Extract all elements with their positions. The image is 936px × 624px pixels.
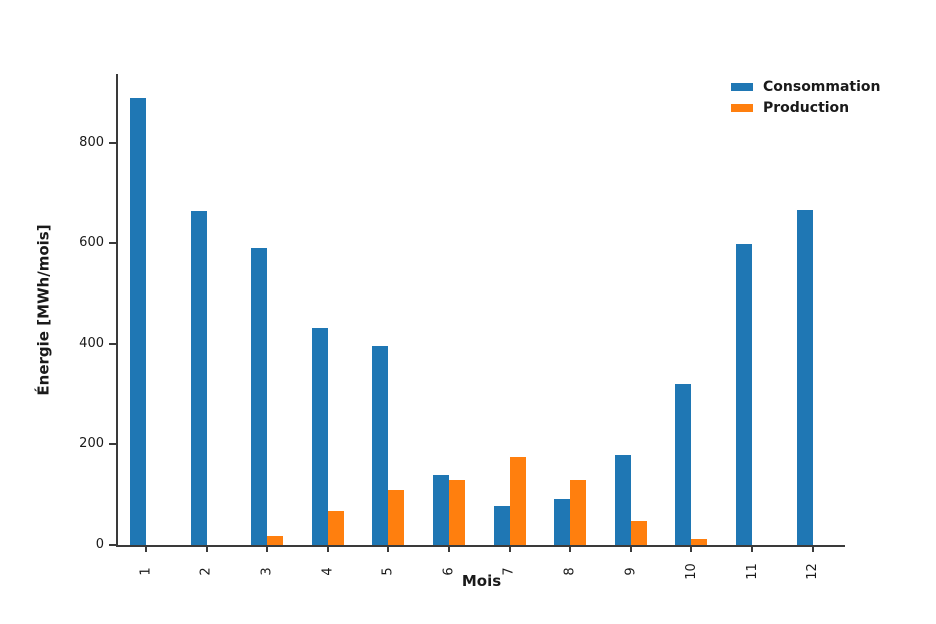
x-tick-label: 5 [372,556,404,590]
y-axis-spine [116,74,118,547]
x-tick-label-text: 2 [199,567,215,576]
x-tick-label-text: 10 [683,563,699,580]
x-tick-mark [629,547,632,552]
legend-label-consommation: Consommation [763,79,881,95]
x-axis-label: Mois [461,572,502,590]
bar-consommation-3 [251,248,268,545]
x-tick-label: 4 [312,556,344,590]
bar-consommation-7 [493,505,510,545]
x-tick-label: 6 [433,556,465,590]
bar-production-10 [691,538,708,545]
legend-swatch-production [731,104,753,112]
bar-consommation-10 [675,384,692,545]
y-tick-mark [109,544,116,546]
x-tick-mark [811,547,814,552]
legend: Consommation Production [731,79,881,121]
bar-production-7 [509,457,526,545]
x-tick-label: 12 [797,556,829,590]
x-tick-label: 1 [130,556,162,590]
x-axis-spine [116,545,845,547]
x-tick-label-text: 9 [623,567,639,576]
x-tick-label-text: 5 [380,567,396,576]
x-tick-mark [266,547,269,552]
bar-consommation-9 [614,454,631,545]
y-tick-label: 200 [79,436,104,452]
x-tick-label: 7 [494,556,526,590]
bar-consommation-11 [736,244,752,545]
y-axis-label: Énergie [MWh/mois] [26,74,62,545]
legend-entry-consommation: Consommation [731,79,881,95]
x-tick-label-text: 4 [320,567,336,576]
x-tick-label: 8 [554,556,586,590]
x-tick-label: 9 [615,556,647,590]
x-tick-mark [690,547,693,552]
legend-swatch-consommation [731,83,753,91]
x-tick-mark [387,547,390,552]
bar-consommation-4 [311,327,328,545]
x-tick-label-text: 8 [562,567,578,576]
x-tick-label: 10 [675,556,707,590]
x-tick-mark [448,547,450,552]
x-tick-label-text: 7 [502,567,518,576]
bar-consommation-2 [190,210,207,545]
bar-consommation-5 [372,346,389,545]
x-tick-mark [751,547,753,552]
y-tick-label: 400 [79,335,104,351]
bar-consommation-1 [130,97,146,545]
bar-production-3 [267,535,284,545]
y-tick-label: 600 [79,235,104,251]
plot-area: Mois 0 200 400 600 800 1 2 3 4 5 6 7 8 9 10 11 12 [79,74,845,590]
legend-entry-production: Production [731,100,881,116]
bar-production-9 [630,521,647,545]
x-tick-label: 2 [191,556,223,590]
x-tick-label-text: 12 [805,563,821,580]
y-tick-mark [109,443,116,446]
y-tick-mark [109,141,116,144]
bar-production-4 [327,510,344,545]
bar-consommation-12 [796,209,813,545]
x-tick-label: 11 [736,556,768,590]
bar-production-6 [449,479,465,545]
x-tick-label-text: 11 [744,563,760,580]
y-tick-mark [109,242,116,245]
x-tick-label-text: 3 [259,567,275,576]
x-tick-mark [569,547,572,552]
x-tick-mark [145,547,147,552]
bar-consommation-6 [433,474,449,545]
x-tick-mark [205,547,208,552]
bar-consommation-8 [554,498,571,545]
y-tick-label: 800 [79,134,104,150]
y-axis-label-text: Énergie [MWh/mois] [35,223,53,396]
bar-production-5 [388,489,405,545]
y-tick-mark [109,342,116,345]
x-tick-label-text: 6 [441,567,457,576]
x-tick-mark [508,547,511,552]
x-tick-mark [326,547,329,552]
legend-label-production: Production [763,100,850,116]
x-tick-label: 3 [251,556,283,590]
y-tick-label: 0 [95,537,104,552]
bar-production-8 [570,479,587,545]
x-tick-label-text: 1 [138,567,154,576]
